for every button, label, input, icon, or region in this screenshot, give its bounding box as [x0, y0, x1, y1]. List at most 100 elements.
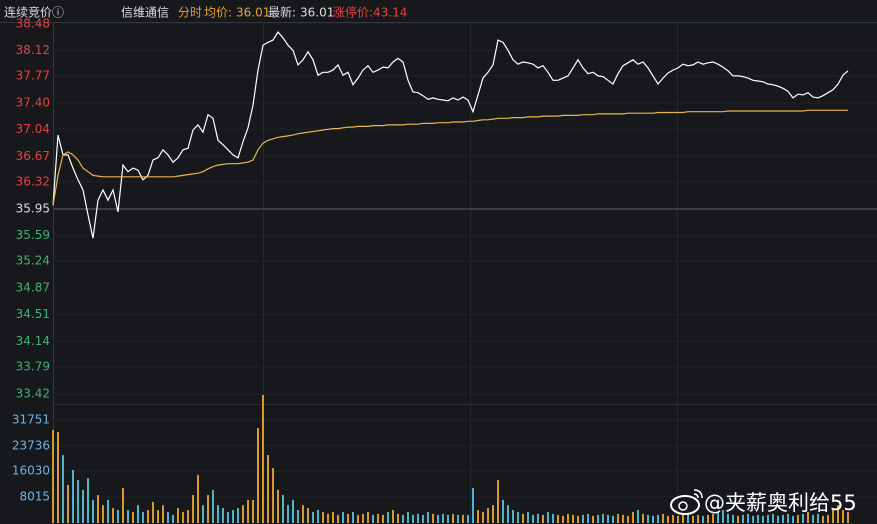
volume-bar	[617, 513, 619, 523]
volume-bar	[62, 455, 64, 523]
volume-bar	[737, 515, 739, 523]
volume-bar	[177, 508, 179, 523]
volume-bar	[462, 514, 464, 523]
volume-bar	[192, 495, 194, 523]
volume-bar	[197, 474, 199, 523]
y-tick-label: 31751	[12, 412, 50, 426]
volume-bar	[557, 514, 559, 523]
volume-bar	[147, 510, 149, 523]
volume-bar	[707, 514, 709, 523]
volume-bar	[632, 511, 634, 523]
volume-bar	[287, 505, 289, 523]
volume-bar	[362, 513, 364, 523]
volume-bar	[327, 513, 329, 523]
y-tick-label: 34.14	[16, 334, 50, 348]
volume-bar	[302, 505, 304, 523]
volume-bar	[502, 499, 504, 523]
volume-bar	[317, 510, 319, 523]
volume-bar	[417, 513, 419, 523]
volume-bar	[67, 484, 69, 523]
y-tick-label: 37.40	[16, 95, 50, 109]
volume-bar	[292, 499, 294, 523]
volume-bar	[307, 508, 309, 523]
volume-bar	[822, 515, 824, 523]
volume-bar	[367, 511, 369, 523]
volume-bar	[757, 514, 759, 523]
volume-bar	[717, 511, 719, 523]
volume-bar	[607, 514, 609, 523]
volume-bar	[662, 513, 664, 523]
volume-bar	[782, 514, 784, 523]
volume-bar	[642, 513, 644, 523]
volume-bar	[142, 511, 144, 523]
mode: 分时	[178, 6, 202, 20]
volume-bar	[377, 513, 379, 523]
y-tick-label: 8015	[19, 489, 50, 503]
volume-bar	[627, 515, 629, 523]
volume-bar	[167, 511, 169, 523]
volume-bar	[172, 514, 174, 523]
price-line	[52, 109, 848, 206]
limit-value: 43.14	[373, 6, 407, 20]
volume-bar	[187, 510, 189, 523]
volume-bar	[837, 505, 839, 523]
volume-bar	[697, 514, 699, 523]
volume-bar	[392, 510, 394, 523]
volume-bar	[602, 513, 604, 523]
volume-bar	[442, 513, 444, 523]
limit-label: 涨停价:	[333, 5, 373, 20]
volume-bar	[242, 505, 244, 523]
status: 连续竞价ⓘ	[4, 5, 64, 20]
volume-bar	[382, 514, 384, 523]
watermark: @夹薪奥利给55	[704, 491, 857, 515]
y-tick-label: 36.32	[16, 174, 50, 188]
volume-bar	[587, 513, 589, 523]
volume-bar	[342, 511, 344, 523]
volume-bar	[572, 514, 574, 523]
volume-bar	[272, 468, 274, 523]
volume-bar	[807, 511, 809, 523]
volume-bar	[687, 513, 689, 523]
volume-bar	[182, 511, 184, 523]
volume-bar	[162, 505, 164, 523]
volume-bar	[202, 505, 204, 523]
volume-bar	[432, 513, 434, 523]
volume-bar	[102, 505, 104, 523]
volume-bar	[337, 514, 339, 523]
volume-bar	[577, 515, 579, 523]
volume-bar	[427, 511, 429, 523]
volume-bar	[772, 513, 774, 523]
y-tick-label: 33.79	[16, 359, 50, 373]
y-tick-label: 38.48	[16, 17, 50, 31]
volume-bar	[347, 513, 349, 523]
volume-bar	[742, 514, 744, 523]
y-tick-label: 35.95	[16, 202, 50, 216]
volume-bar	[492, 505, 494, 523]
volume-bar	[97, 495, 99, 523]
volume-bar	[527, 511, 529, 523]
volume-bar	[227, 511, 229, 523]
volume-bar	[667, 515, 669, 523]
volume-bar	[352, 511, 354, 523]
volume-bar	[117, 510, 119, 523]
volume-bar	[567, 513, 569, 523]
volume-bar	[282, 495, 284, 523]
volume-bar	[512, 510, 514, 523]
volume-bar	[677, 515, 679, 523]
volume-bar	[237, 508, 239, 523]
volume-bar	[457, 514, 459, 523]
volume-bar	[422, 514, 424, 523]
volume-bar	[647, 514, 649, 523]
volume-bar	[52, 430, 54, 523]
volume-bar	[747, 513, 749, 523]
y-tick-label: 38.12	[16, 43, 50, 57]
volume-bar	[522, 513, 524, 523]
volume-bar	[157, 510, 159, 523]
volume-bar	[472, 487, 474, 523]
volume-bar	[792, 515, 794, 523]
last-label: 最新:	[268, 5, 296, 20]
y-tick-label: 36.67	[16, 149, 50, 163]
volume-bar	[622, 514, 624, 523]
